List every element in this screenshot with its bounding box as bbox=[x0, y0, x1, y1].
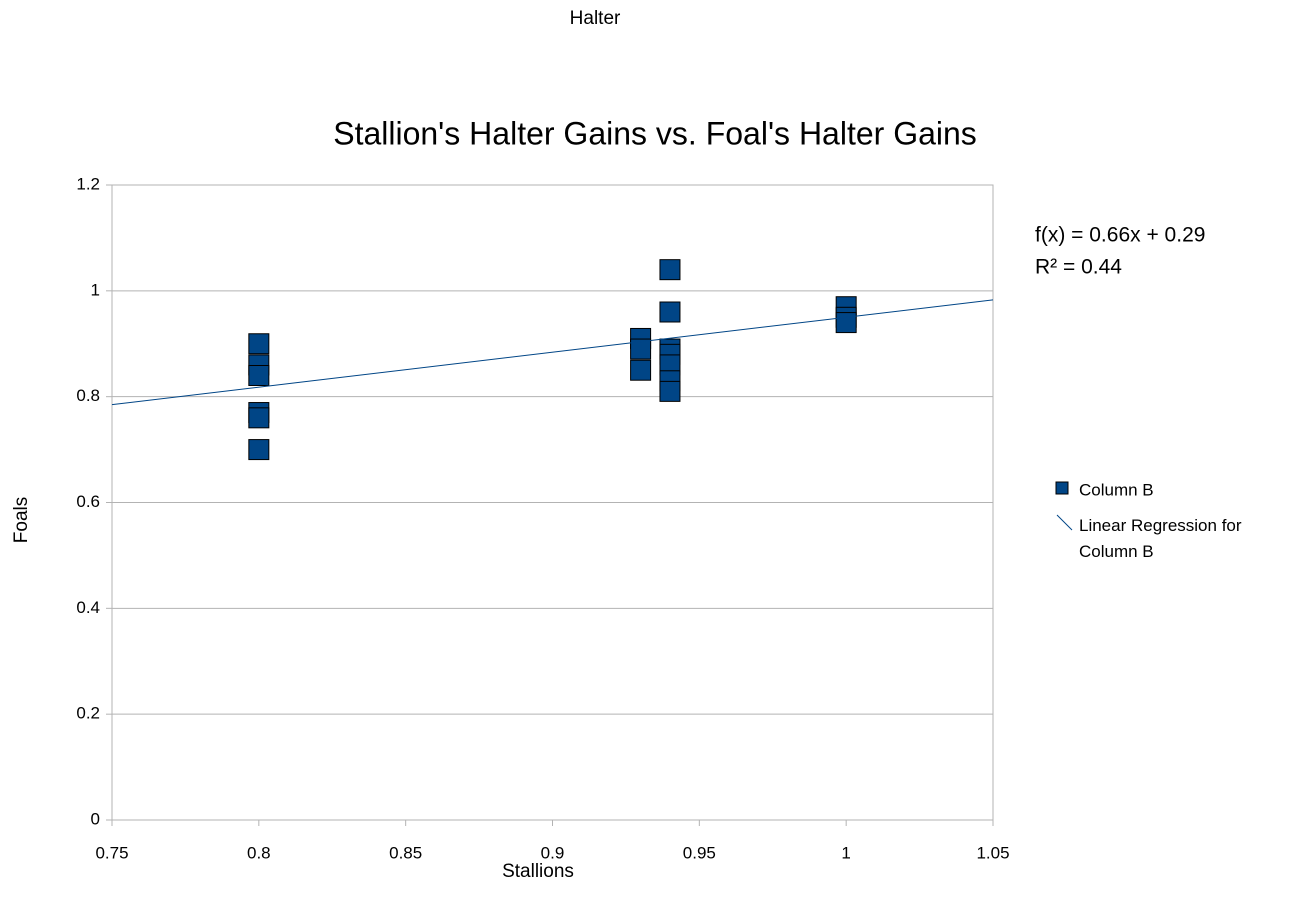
trend-r-squared: R² = 0.44 bbox=[1035, 256, 1122, 279]
point bbox=[630, 338, 652, 360]
y-tick-label: 0.6 bbox=[76, 492, 100, 511]
legend-label: Column B bbox=[1079, 480, 1154, 499]
point bbox=[248, 439, 270, 461]
y-tick-label: 0 bbox=[91, 809, 100, 828]
y-tick-label: 0.4 bbox=[76, 598, 100, 617]
y-axis-label: Foals bbox=[11, 497, 32, 543]
x-tick-label: 0.85 bbox=[389, 843, 422, 862]
trend-equation: f(x) = 0.66x + 0.29 bbox=[1035, 224, 1205, 247]
x-tick-label: 1.05 bbox=[976, 843, 1009, 862]
x-tick-label: 0.75 bbox=[95, 843, 128, 862]
trend-line bbox=[111, 299, 994, 406]
point bbox=[248, 333, 270, 355]
y-tick-label: 0.8 bbox=[76, 386, 100, 405]
x-tick-label: 0.9 bbox=[541, 843, 565, 862]
point bbox=[659, 301, 681, 323]
y-tick-label: 1 bbox=[91, 280, 100, 299]
x-axis-label: Stallions bbox=[502, 861, 574, 882]
point bbox=[630, 359, 652, 381]
point bbox=[659, 380, 681, 402]
legend-marker bbox=[1055, 481, 1069, 495]
point bbox=[248, 407, 270, 429]
x-tick-label: 0.95 bbox=[683, 843, 716, 862]
y-tick-label: 0.2 bbox=[76, 704, 100, 723]
point bbox=[248, 365, 270, 386]
x-tick-label: 1 bbox=[841, 843, 850, 862]
point bbox=[659, 259, 681, 281]
chart-title: Stallion's Halter Gains vs. Foal's Halte… bbox=[333, 115, 977, 151]
y-tick-label: 1.2 bbox=[76, 174, 100, 193]
x-tick-label: 0.8 bbox=[247, 843, 271, 862]
legend-label: Linear Regression for Column B bbox=[1079, 516, 1242, 561]
legend-trend-icon bbox=[1056, 514, 1073, 531]
plot-frame bbox=[111, 184, 994, 821]
super-title: Halter bbox=[570, 8, 621, 29]
point bbox=[835, 312, 857, 334]
